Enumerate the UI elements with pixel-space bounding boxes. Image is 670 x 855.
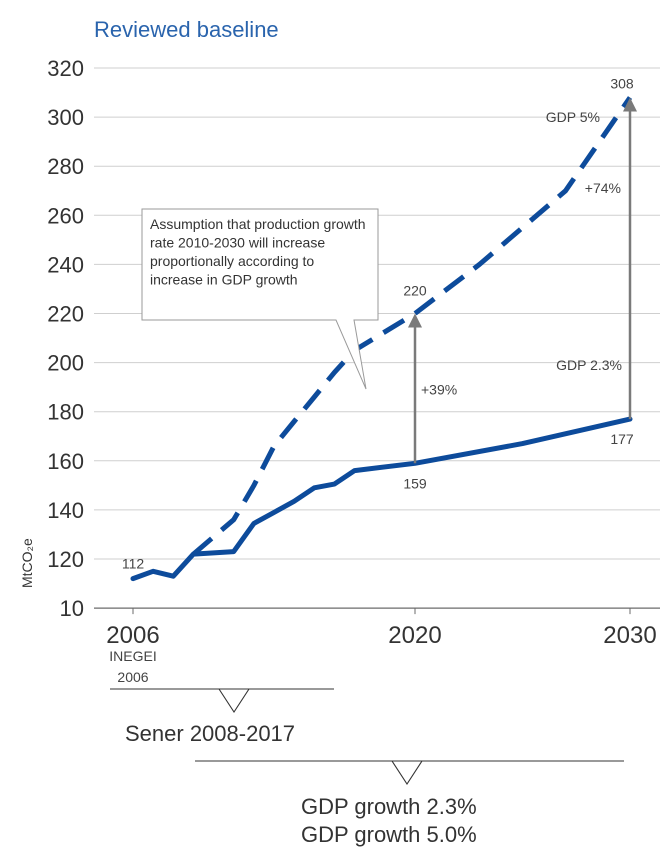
callout-text: Assumption that production growth rate 20…: [150, 216, 366, 288]
series-lines: [130, 96, 633, 582]
growth-arrow-head: [623, 97, 637, 112]
brace-gdp: [195, 760, 624, 786]
brace-gdp-label-2: GDP growth 5.0%: [301, 822, 477, 847]
x-tick-label: 2020: [388, 622, 441, 649]
y-tick-label: 120: [47, 547, 84, 572]
y-tick-label: 200: [47, 351, 84, 376]
growth-percent-label: +39%: [421, 382, 457, 398]
x-tick-label: 2030: [603, 622, 656, 649]
brace-gdp-label-1: GDP growth 2.3%: [301, 794, 477, 819]
growth-arrows: +39% +74%: [408, 97, 637, 464]
series-gdp-5-line: [191, 96, 633, 557]
data-label: 159: [403, 475, 427, 491]
y-tick-label: 320: [47, 56, 84, 81]
data-label: 308: [610, 75, 634, 91]
growth-arrow-head: [408, 313, 422, 328]
data-label: 220: [403, 283, 427, 299]
series-label-gdp-2-3: GDP 2.3%: [556, 357, 622, 373]
brace-sener: [110, 688, 334, 714]
callout-box: [141, 208, 379, 390]
data-label: 112: [122, 556, 145, 572]
x-tick-label: 2006: [106, 622, 159, 649]
y-tick-label: 300: [47, 105, 84, 130]
y-tick-label: 160: [47, 449, 84, 474]
x-sublabel: INEGEI: [109, 648, 156, 664]
data-label: 177: [610, 431, 634, 447]
y-axis-label: MtCO₂e: [19, 538, 35, 588]
series-label-gdp-5: GDP 5%: [546, 109, 600, 125]
y-tick-label: 220: [47, 302, 84, 327]
y-tick-label: 10: [60, 596, 84, 621]
period-braces: Sener 2008-2017 GDP growth 2.3% GDP grow…: [110, 688, 624, 847]
data-labels: 112 159 220 177 308 GDP 5% GDP 2.3%: [122, 75, 634, 571]
y-tick-label: 260: [47, 203, 84, 228]
y-tick-labels: 10 120 140 160 180 200 220 240 260 280 300 320: [47, 56, 84, 621]
chart-title: Reviewed baseline: [94, 17, 279, 42]
growth-percent-label: +74%: [585, 180, 621, 196]
y-tick-label: 180: [47, 400, 84, 425]
x-sublabel: 2006: [117, 669, 148, 685]
y-tick-label: 240: [47, 252, 84, 277]
grid-lines: [94, 67, 660, 609]
series-gdp-2-3-line: [130, 416, 633, 582]
brace-sener-label: Sener 2008-2017: [125, 721, 295, 746]
assumption-callout: Assumption that production growth rate 20…: [141, 208, 379, 390]
y-tick-label: 280: [47, 154, 84, 179]
y-tick-label: 140: [47, 498, 84, 523]
